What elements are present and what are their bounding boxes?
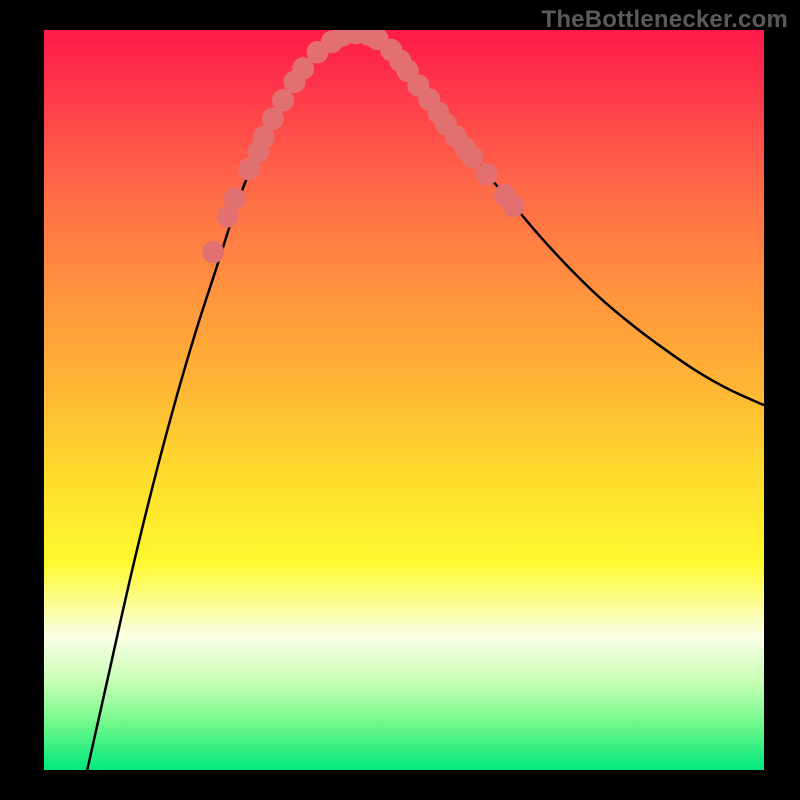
- data-marker: [202, 241, 224, 264]
- data-marker: [476, 163, 498, 186]
- data-marker: [461, 146, 483, 169]
- plot-area: [44, 30, 764, 770]
- data-marker: [224, 187, 246, 210]
- marker-layer: [44, 30, 764, 770]
- chart-frame: TheBottlenecker.com: [0, 0, 800, 800]
- data-marker: [502, 195, 524, 218]
